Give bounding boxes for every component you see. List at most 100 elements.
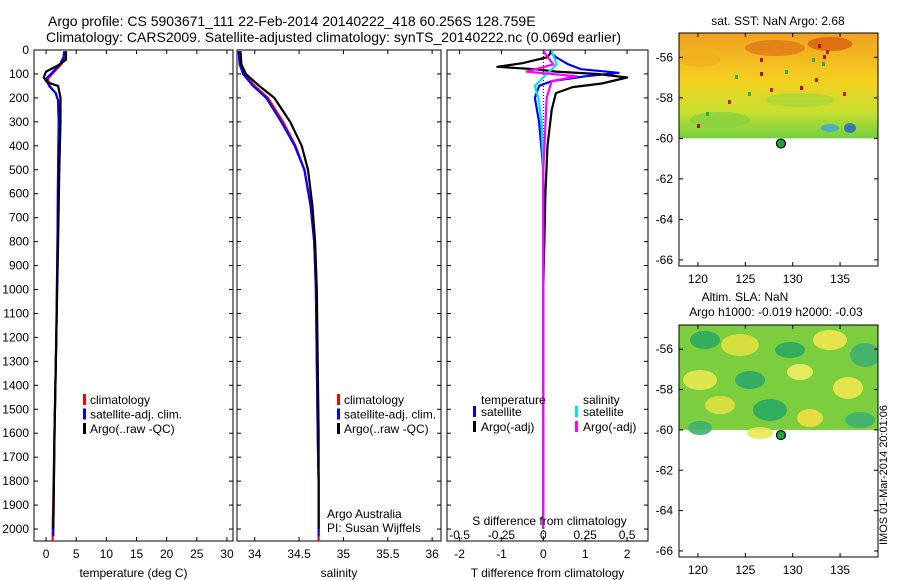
diff-line-salinity-argo-adj- [525, 50, 578, 529]
depth-tick-label: 1000 [2, 283, 29, 297]
sst-speck [823, 55, 826, 59]
map-y-tick-label: -60 [656, 423, 674, 437]
x-tick-label: 30 [220, 547, 234, 561]
title-line-2: Climatology: CARS2009. Satellite-adjuste… [46, 29, 622, 45]
sla-map-title-line-1: Altim. SLA: NaN [702, 290, 789, 304]
sla-patch [690, 331, 720, 349]
depth-tick-label: 1400 [2, 378, 29, 392]
depth-tick-label: 1800 [2, 474, 29, 488]
map-y-tick-label: -66 [656, 544, 674, 558]
sst-speck [697, 124, 700, 128]
series-line-argo-raw-qc- [239, 51, 320, 529]
x-tick-label: 10 [100, 547, 114, 561]
legend-label: satellite-adj. clim. [90, 408, 182, 422]
sst-map-field [679, 33, 878, 139]
profile-panel-frame-1 [33, 49, 234, 542]
sst-speck [800, 86, 803, 90]
sst-patch [807, 37, 853, 51]
legend-label: climatology [344, 393, 404, 407]
diff-line-temperature-argo-adj- [496, 50, 629, 529]
sla-patch [845, 412, 875, 428]
sla-patch [747, 427, 773, 439]
sla-patch [833, 377, 863, 399]
diff-line-temperature-satellite [533, 50, 620, 529]
legend-label: climatology [90, 393, 150, 407]
sst-speck [760, 58, 763, 62]
depth-tick-label: 2000 [2, 522, 29, 536]
depth-tick-label: 1200 [2, 330, 29, 344]
depth-tick-label: 1900 [2, 498, 29, 512]
sla-patch [688, 421, 712, 435]
legend-swatch [83, 408, 86, 420]
legend-label: Argo(-adj) [481, 420, 534, 434]
legend-label: Argo(..raw -QC) [344, 422, 429, 436]
sst-speck [815, 78, 818, 82]
sst-speck [818, 44, 821, 48]
sla-patch [775, 342, 805, 358]
x-tick-label: -2 [454, 547, 465, 561]
depth-tick-label: 100 [9, 67, 29, 81]
legend-swatch [337, 423, 340, 434]
legend-swatch [337, 394, 340, 405]
map-y-tick-label: -60 [656, 131, 674, 145]
depth-tick-label: 1600 [2, 426, 29, 440]
legend-label: satellite-adj. clim. [344, 408, 436, 422]
depth-tick-label: 200 [9, 91, 29, 105]
sla-map-field [679, 325, 878, 439]
x-tick-label: 1 [582, 547, 589, 561]
sst-patch [690, 112, 750, 128]
x-axis-label: temperature (deg C) [79, 566, 187, 580]
salinity-tick-label: 0 [540, 528, 547, 542]
depth-tick-label: 400 [9, 139, 29, 153]
legend-swatch [575, 406, 578, 417]
map-y-tick-label: -66 [656, 253, 674, 267]
legend-swatch [473, 406, 476, 417]
sst-speck [785, 70, 788, 74]
x-tick-label: 34.5 [287, 547, 311, 561]
sla-patch [735, 371, 765, 389]
x-tick-label: 35.5 [376, 547, 400, 561]
sst-patch [844, 123, 856, 133]
x-tick-label: 2 [624, 547, 631, 561]
legend-label: satellite [481, 405, 522, 419]
depth-tick-label: 900 [9, 259, 29, 273]
depth-tick-label: 700 [9, 211, 29, 225]
salinity-tick-label: -0.25 [488, 528, 516, 542]
sla-patch [797, 409, 823, 427]
sla-patch [753, 399, 787, 421]
credit-text: PI: Susan Wijffels [327, 521, 421, 535]
map-x-tick-label: 120 [688, 272, 708, 286]
sst-speck [770, 88, 773, 92]
profile-panel-frame-3 [446, 49, 649, 542]
sla-map-title-line-2: Argo h1000: -0.019 h2000: -0.03 [689, 305, 863, 319]
map-x-tick-label: 125 [735, 272, 755, 286]
x-axis-label: salinity [321, 566, 358, 580]
x-tick-label: 5 [73, 547, 80, 561]
map-x-tick-label: 135 [830, 272, 850, 286]
depth-tick-label: 300 [9, 115, 29, 129]
map-y-tick-label: -64 [656, 504, 674, 518]
sla-patch [850, 343, 878, 367]
legend-swatch [83, 394, 86, 405]
map-y-tick-label: -62 [656, 463, 674, 477]
legend-heading: salinity [583, 393, 620, 407]
depth-tick-label: 500 [9, 163, 29, 177]
legend-swatch [575, 421, 578, 432]
sst-map-title: sat. SST: NaN Argo: 2.68 [711, 14, 845, 28]
x-tick-label: 20 [160, 547, 174, 561]
depth-tick-label: 1700 [2, 450, 29, 464]
x-tick-label: 34 [248, 547, 262, 561]
depth-tick-label: 1100 [3, 306, 29, 320]
depth-tick-label: 800 [9, 235, 29, 249]
x-tick-label: 36 [425, 547, 439, 561]
argo-float-marker [775, 429, 787, 441]
sst-patch [745, 40, 805, 56]
sst-speck [728, 100, 731, 104]
map-y-tick-label: -56 [656, 50, 674, 64]
sla-patch [721, 334, 759, 356]
sst-map-frame [678, 32, 879, 267]
x-tick-label: 25 [190, 547, 204, 561]
sla-patch [705, 396, 735, 414]
salinity-tick-label: 0.25 [574, 528, 598, 542]
